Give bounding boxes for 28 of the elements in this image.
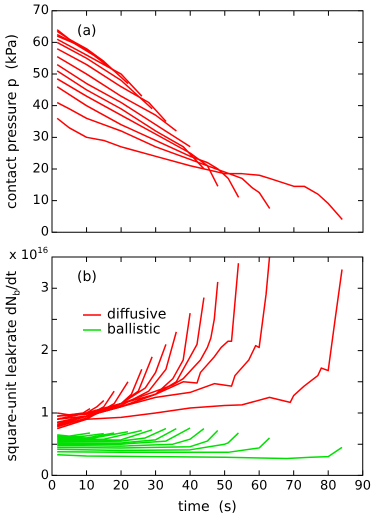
y-tick-label: 2 bbox=[40, 342, 49, 358]
y-tick-label: 3 bbox=[40, 280, 49, 296]
x-tick-label: 20 bbox=[112, 478, 130, 494]
x-tick-label: 10 bbox=[78, 478, 95, 494]
y-tick-label: 70 bbox=[32, 3, 49, 18]
y-tick-label: 60 bbox=[32, 34, 49, 50]
y-tick-label: 0 bbox=[40, 224, 49, 240]
y-tick-label: 40 bbox=[32, 98, 49, 114]
x-tick-label: 90 bbox=[354, 478, 371, 494]
x-tick-label: 40 bbox=[182, 478, 198, 494]
y-tick-label: 0 bbox=[40, 468, 49, 483]
legend-label: diffusive bbox=[107, 306, 166, 323]
y-tick-label: 10 bbox=[32, 192, 49, 208]
x-tick-label: 80 bbox=[320, 478, 336, 494]
x-tick-label: 70 bbox=[285, 478, 302, 494]
y-axis-title: square-unit leakrate dNb/dt bbox=[4, 270, 22, 462]
y-tick-label: 30 bbox=[32, 130, 49, 145]
annotation: (a) bbox=[77, 22, 97, 39]
y-axis-title: contact pressure p (kPa) bbox=[4, 34, 20, 209]
y-tick-label: 1 bbox=[40, 405, 49, 420]
x-tick-label: 30 bbox=[147, 478, 164, 494]
legend-label: ballistic bbox=[107, 322, 161, 338]
x-tick-label: 50 bbox=[216, 478, 233, 494]
x-axis-title: time (s) bbox=[178, 499, 237, 515]
x-tick-label: 60 bbox=[250, 478, 268, 494]
y-tick-label: 50 bbox=[32, 66, 49, 82]
y-tick-label: 20 bbox=[32, 161, 49, 176]
annotation: (b) bbox=[77, 269, 97, 285]
